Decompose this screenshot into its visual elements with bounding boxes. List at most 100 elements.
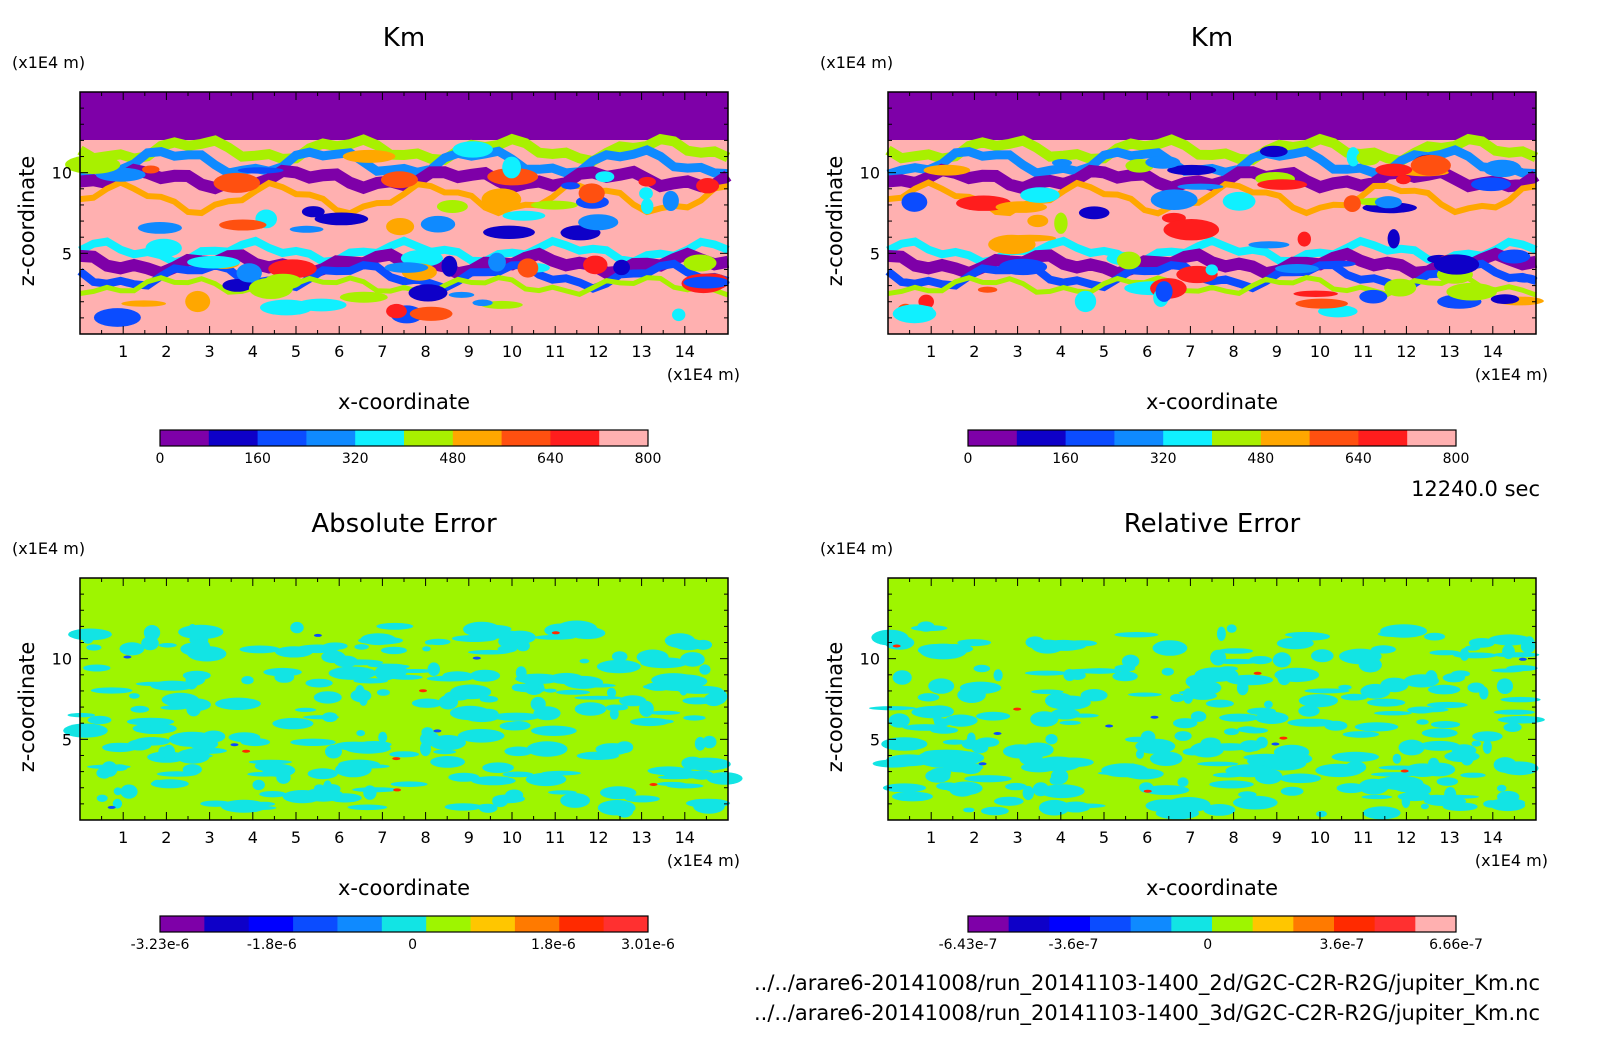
field-cell [386,303,407,319]
colorbar-tick-label: 320 [1150,451,1177,467]
field-top-band [888,92,1536,140]
field-cell [266,770,280,775]
field-cell [888,713,910,728]
field-cell [1173,718,1198,729]
field-cell [1472,731,1503,742]
field-cell [1020,187,1060,203]
colorbar-swatch [1358,430,1408,446]
field-cell [512,683,545,693]
field-cell [662,190,679,211]
x-tick-label: 5 [291,828,301,847]
field-cell [882,783,927,793]
x-tick-label: 11 [545,342,565,361]
x-tick-label: 10 [1310,828,1330,847]
field-cell [1444,750,1480,763]
field-cell [187,255,241,269]
field-cell [1205,264,1219,276]
heatmap-field [63,578,743,820]
field-cell [578,214,619,231]
y-axis-label: z-coordinate [823,156,847,287]
field-cell [1161,667,1174,676]
heatmap-field [65,92,732,334]
field-cell [531,725,577,736]
x-unit-label: (x1E4 m) [667,851,740,870]
x-tick-label: 7 [377,828,387,847]
field-structure [887,179,1537,217]
field-cell [381,646,407,655]
x-tick-label: 4 [248,342,258,361]
field-cell [901,192,928,212]
field-cell [107,805,116,809]
field-cell [376,622,414,630]
field-cell [392,669,436,673]
field-cell [448,291,475,298]
y-tick-label: 10 [52,650,72,669]
colorbar-swatch [208,430,259,446]
colorbar-swatch [248,916,294,932]
field-cell [1021,742,1054,758]
heatmap-field [869,578,1545,820]
field-cell [1442,673,1466,683]
field-cell [1479,686,1489,700]
field-cell [1518,657,1527,661]
x-tick-label: 8 [1229,342,1239,361]
field-cell [374,665,398,681]
colorbar-tick-label: 6.66e-7 [1429,937,1483,953]
field-cell [219,219,267,231]
field-cell [1442,802,1478,811]
field-cell [1116,251,1141,270]
field-cell [191,639,211,655]
colorbar-swatch [293,916,338,932]
colorbar-swatch [1260,430,1311,446]
field-cell [1003,234,1057,242]
x-tick-label: 9 [464,828,474,847]
x-tick-label: 14 [675,342,695,361]
field-cell [516,640,530,652]
field-cell [647,766,689,776]
field-cell [560,793,590,808]
field-cell [1371,772,1419,777]
field-cell [289,225,324,233]
x-tick-label: 13 [1439,342,1459,361]
x-tick-label: 3 [1013,828,1023,847]
field-cell [335,761,372,778]
field-cell [1197,761,1239,767]
field-cell [313,691,342,704]
field-cell [515,673,561,684]
field-cell [702,735,717,749]
y-axis-label: z-coordinate [15,156,39,287]
field-cell [1209,780,1254,789]
field-cell [436,200,468,213]
field-cell [130,705,150,713]
field-cell [363,785,377,800]
field-cell [611,651,628,662]
field-cell [1420,803,1429,810]
x-tick-label: 10 [1310,342,1330,361]
field-cell [492,795,508,808]
field-cell [1493,709,1535,715]
field-cell [290,621,304,634]
x-unit-label: (x1E4 m) [1475,851,1548,870]
field-cell [1024,670,1068,676]
field-cell [162,744,176,760]
field-cell [1354,722,1399,732]
colorbar-swatch [1171,916,1213,932]
field-cell [433,749,457,755]
field-cell [1177,777,1189,787]
field-cell [683,254,717,272]
field-cell [1424,632,1446,641]
field-cell [583,255,608,275]
field-cell [1238,791,1257,798]
field-cell [1205,699,1234,708]
x-tick-label: 11 [1353,342,1373,361]
field-cell [1497,249,1531,264]
field-cell [381,171,418,189]
field-cell [248,759,292,765]
colorbar-swatch [1114,430,1164,446]
field-cell [613,259,630,276]
field-cell [1488,634,1531,646]
field-cell [506,721,531,731]
colorbar-swatch [968,916,1010,932]
colorbar-swatch [306,430,356,446]
y-tick-label: 5 [62,244,72,263]
